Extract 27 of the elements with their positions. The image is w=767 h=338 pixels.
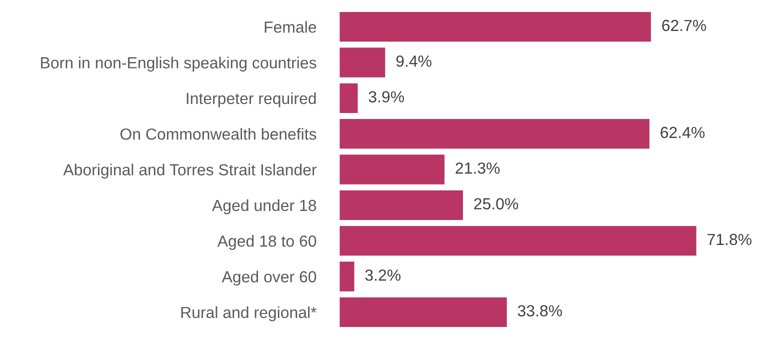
- data-label: 62.4%: [660, 126, 705, 138]
- bar: [339, 296, 508, 328]
- y-tick-label: Aged over 60: [222, 270, 316, 286]
- data-label: 33.8%: [518, 305, 562, 316]
- bar: [339, 188, 464, 222]
- bar: [339, 118, 651, 150]
- y-tick-label: Female: [264, 21, 316, 33]
- data-label: 62.7%: [662, 20, 706, 32]
- data-label: 9.4%: [396, 55, 432, 67]
- y-tick-label: Aged under 18: [212, 199, 316, 214]
- data-label: 3.9%: [368, 91, 404, 102]
- y-tick-label: Interpeter required: [186, 92, 316, 108]
- bar: [339, 260, 356, 293]
- bar: [339, 10, 652, 44]
- data-label: 25.0%: [474, 198, 518, 210]
- data-label: 71.8%: [708, 234, 752, 246]
- y-tick-label: Aboriginal and Torres Strait Islander: [63, 164, 317, 179]
- bar: [339, 46, 387, 79]
- bar: [339, 224, 697, 258]
- bar: [339, 153, 446, 186]
- data-label: 3.2%: [365, 269, 401, 281]
- y-tick-label: Rural and regional*: [181, 306, 317, 322]
- y-tick-label: Aged 18 to 60: [217, 235, 316, 250]
- y-tick-label: On Commonwealth benefits: [120, 128, 316, 140]
- data-label: 21.3%: [456, 162, 500, 174]
- y-tick-label: Born in non-English speaking countries: [41, 56, 316, 72]
- bar: [339, 82, 360, 114]
